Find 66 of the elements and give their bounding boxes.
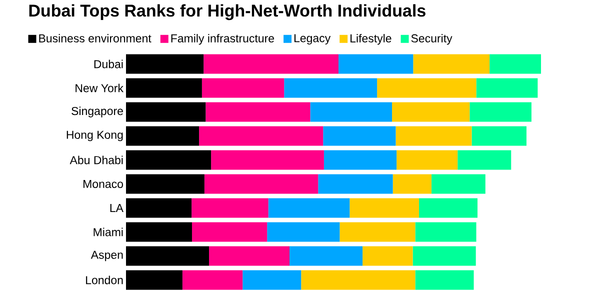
bar bbox=[396, 126, 472, 146]
y-tick-label: LA bbox=[110, 204, 124, 212]
bar bbox=[192, 222, 268, 242]
bar bbox=[206, 102, 310, 122]
bar bbox=[284, 78, 378, 98]
y-tick-label: Aspen bbox=[90, 250, 123, 262]
bar bbox=[415, 270, 474, 290]
bar bbox=[126, 174, 204, 194]
bar bbox=[415, 222, 476, 242]
bar bbox=[126, 150, 212, 170]
bar bbox=[413, 54, 490, 74]
y-tick-label: Singapore bbox=[72, 106, 123, 118]
bar bbox=[301, 270, 416, 290]
y-tick-label: New York bbox=[76, 84, 124, 92]
bar bbox=[476, 78, 538, 98]
bar bbox=[290, 246, 363, 266]
bar bbox=[199, 126, 324, 146]
bar bbox=[396, 150, 458, 170]
bar bbox=[418, 198, 478, 218]
bar bbox=[202, 78, 284, 98]
bar bbox=[267, 222, 340, 242]
y-tick-label: Abu Dhabi bbox=[70, 156, 123, 164]
y-tick-label: Miami bbox=[94, 228, 123, 236]
bar bbox=[377, 78, 476, 98]
bar bbox=[211, 150, 324, 170]
bar bbox=[431, 174, 486, 194]
bar bbox=[392, 174, 432, 194]
legend-label: Legacy bbox=[294, 34, 331, 44]
bar bbox=[470, 102, 532, 122]
bar bbox=[126, 54, 204, 74]
bar bbox=[182, 270, 243, 290]
bar bbox=[318, 174, 393, 194]
bar bbox=[458, 150, 512, 170]
legend-label: Family infrastructure bbox=[171, 34, 274, 45]
bar bbox=[412, 246, 476, 266]
chart-title: Dubai Tops Ranks for High-Net-Worth Individuals bbox=[29, 4, 426, 20]
bar bbox=[362, 246, 413, 266]
bar bbox=[242, 270, 302, 290]
bar bbox=[204, 54, 338, 74]
legend-label: Security bbox=[411, 34, 452, 45]
bar bbox=[324, 150, 397, 170]
y-tick-label: Dubai bbox=[94, 60, 123, 68]
bar bbox=[126, 222, 192, 242]
bar bbox=[472, 126, 526, 146]
bar bbox=[126, 246, 209, 266]
bar bbox=[350, 198, 419, 218]
bar bbox=[268, 198, 350, 218]
bar bbox=[340, 222, 416, 242]
bar bbox=[209, 246, 290, 266]
bar bbox=[126, 102, 206, 122]
bar bbox=[126, 270, 182, 290]
bar bbox=[192, 198, 268, 218]
y-tick-label: Monaco bbox=[84, 180, 123, 188]
legend-label: Business environment bbox=[39, 34, 152, 42]
bar bbox=[126, 198, 192, 218]
bar bbox=[204, 174, 318, 194]
bar bbox=[126, 78, 202, 98]
bar bbox=[392, 102, 470, 122]
bar bbox=[310, 102, 392, 122]
bar bbox=[338, 54, 414, 74]
bar bbox=[126, 126, 200, 146]
bar bbox=[323, 126, 396, 146]
y-tick-label: Hong Kong bbox=[66, 130, 123, 142]
y-tick-label: London bbox=[86, 276, 123, 284]
bar bbox=[490, 54, 542, 74]
legend-label: Lifestyle bbox=[350, 34, 392, 45]
